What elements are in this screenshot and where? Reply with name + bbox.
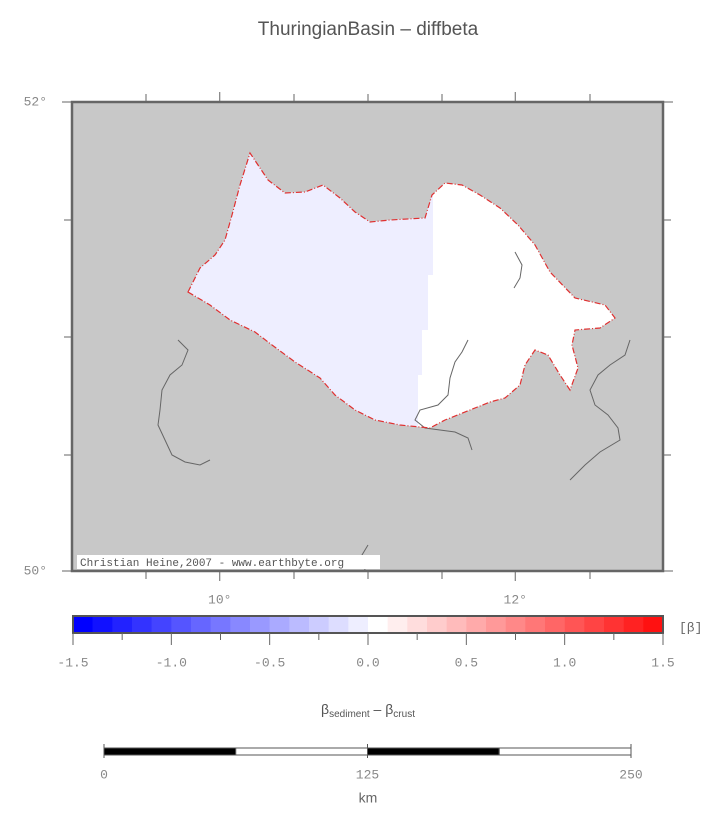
river [414, 339, 473, 451]
colorbar-box [486, 616, 506, 633]
colorbar-tick-label: 1.5 [651, 655, 674, 670]
colorbar-box [151, 616, 172, 633]
colorbar-box [466, 616, 487, 633]
scalebar-tick-label: 125 [356, 767, 379, 782]
colorbar-box [328, 616, 349, 633]
colorbar-box [348, 616, 369, 633]
label-sub: crust [393, 709, 415, 720]
label-part: – β [370, 701, 394, 717]
scalebar-segment [367, 747, 500, 756]
colorbar-box [210, 616, 231, 633]
scalebar-unit: km [359, 790, 378, 806]
credit-box [77, 555, 380, 569]
lat-label: 50° [24, 563, 47, 578]
colorbar-box [525, 616, 546, 633]
colorbar-box [584, 616, 605, 633]
river [157, 339, 211, 466]
colorbar-tick-label: 0.5 [455, 655, 478, 670]
colorbar-box [92, 616, 113, 633]
colorbar-box [505, 616, 526, 633]
colorbar-box [132, 616, 152, 633]
colorbar-box [604, 616, 624, 633]
colorbar-box [289, 616, 310, 633]
colorbar-box [230, 616, 251, 633]
lat-label: 52° [24, 94, 47, 109]
colorbar-tick-label: 0.0 [356, 655, 379, 670]
colorbar-box [171, 616, 192, 633]
colorbar-box [407, 616, 428, 633]
river [513, 251, 523, 289]
scalebar-tick-label: 0 [100, 767, 108, 782]
lon-label: 12° [504, 592, 527, 607]
colorbar-box [387, 616, 408, 633]
colorbar-label: βsediment – βcrust [321, 701, 415, 720]
colorbar-unit: [β] [679, 620, 702, 635]
colorbar-box [643, 616, 664, 633]
colorbar-box [545, 616, 565, 633]
scalebar-segment [498, 747, 632, 756]
colorbar-tick-label: -1.5 [57, 655, 88, 670]
colorbar-tick-label: -1.0 [156, 655, 187, 670]
colorbar-box [446, 616, 467, 633]
scalebar-tick-label: 250 [619, 767, 642, 782]
colorbar-box [427, 616, 447, 633]
scalebar-segment [103, 747, 237, 756]
lon-label: 10° [208, 592, 231, 607]
colorbar-box [250, 616, 270, 633]
colorbar-box [112, 616, 133, 633]
colorbar-box [564, 616, 585, 633]
label-sub: sediment [329, 709, 370, 720]
colorbar-tick-label: 1.0 [553, 655, 576, 670]
river [569, 339, 631, 481]
colorbar-box [368, 616, 388, 633]
colorbar-box [623, 616, 644, 633]
credit: Christian Heine,2007 - www.earthbyte.org [80, 558, 344, 570]
colorbar-tick-label: -0.5 [254, 655, 285, 670]
colorbar-box [191, 616, 211, 633]
colorbar-box [73, 616, 93, 633]
minor-ticks [64, 94, 671, 579]
colorbar-box [309, 616, 329, 633]
label-part: β [321, 701, 329, 717]
colorbar-box [269, 616, 290, 633]
title: ThuringianBasin – diffbeta [258, 19, 479, 40]
scalebar-segment [235, 747, 368, 756]
